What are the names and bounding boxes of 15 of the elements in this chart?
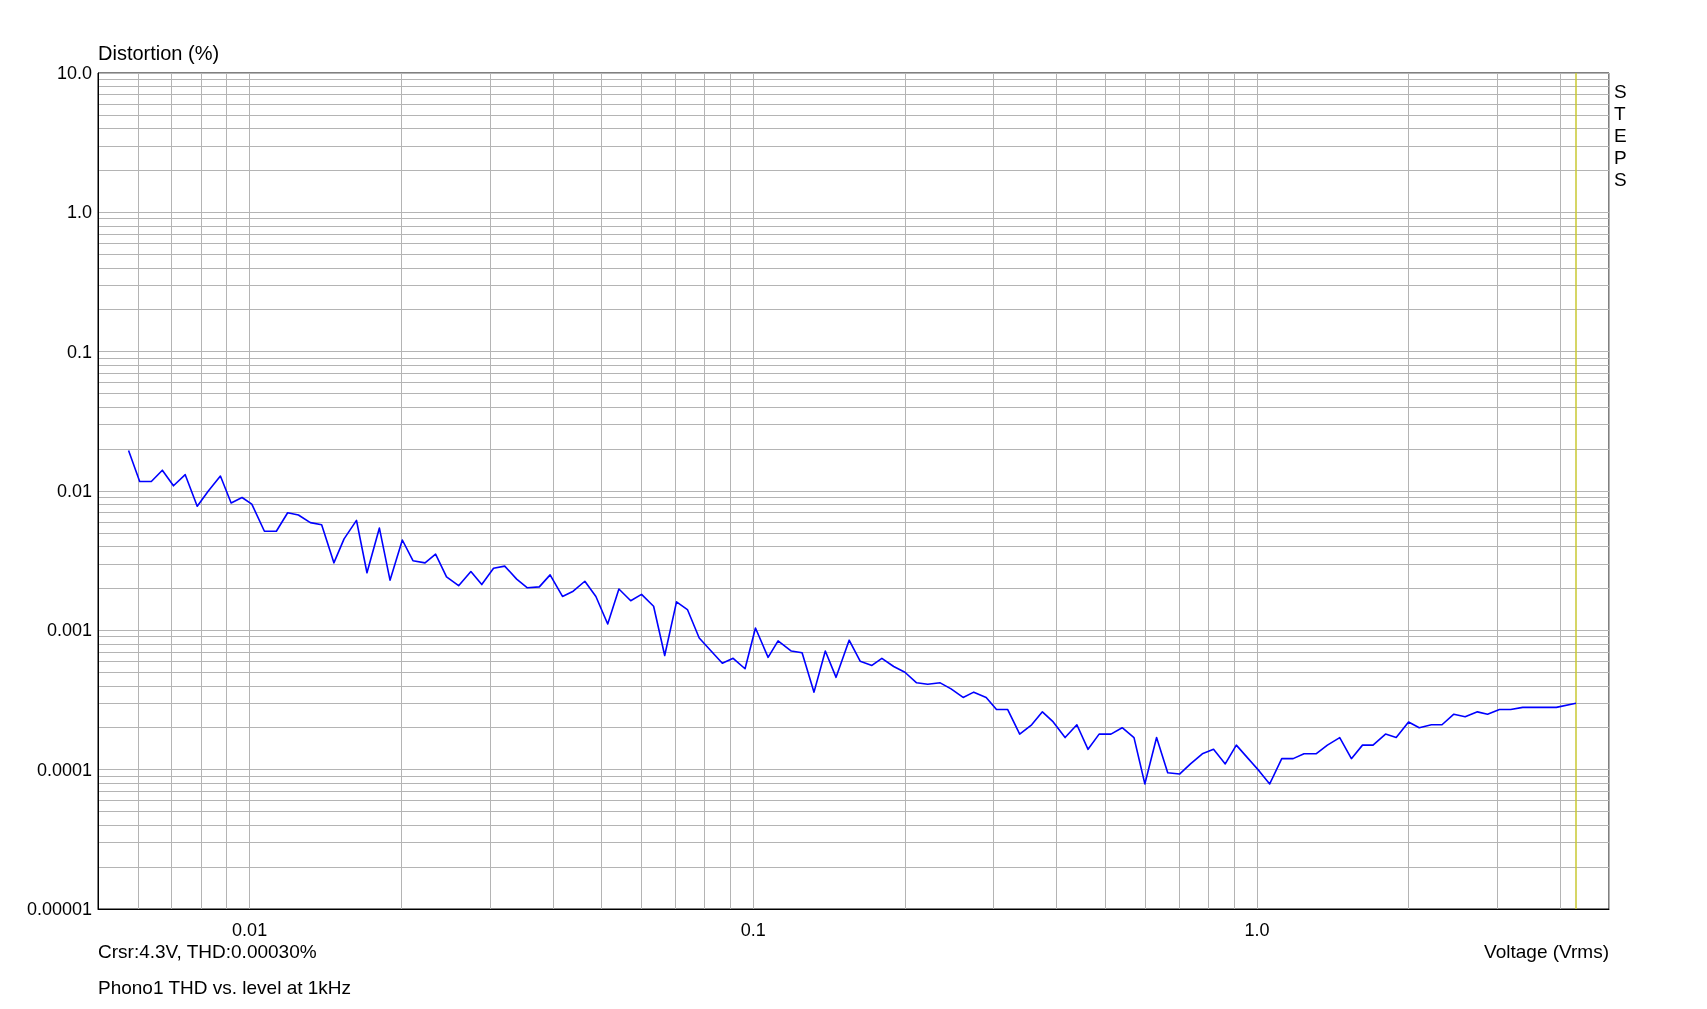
x-tick-label: 0.1 bbox=[740, 920, 766, 940]
x-tick-label: 1.0 bbox=[1244, 920, 1270, 940]
x-tick-label: 0.01 bbox=[232, 920, 268, 940]
y-tick-label: 0.1 bbox=[66, 341, 92, 362]
y-tick-label: 0.0001 bbox=[36, 759, 92, 780]
x-axis-title: Voltage (Vrms) bbox=[1484, 941, 1610, 962]
y-tick-label: 0.001 bbox=[46, 620, 92, 641]
y-axis-title: Distortion (%) bbox=[98, 42, 220, 64]
text: Phono1 THD vs. level at 1kHz bbox=[98, 977, 352, 998]
y-tick-label: 0.01 bbox=[56, 481, 92, 501]
text: STEPS bbox=[1614, 80, 1627, 190]
y-tick-label: 0.00001 bbox=[26, 899, 92, 919]
text: Crsr:4.3V, THD:0.00030% bbox=[98, 941, 317, 962]
y-tick-label: 1.0 bbox=[66, 202, 92, 223]
y-tick-label: 10.0 bbox=[56, 63, 92, 83]
